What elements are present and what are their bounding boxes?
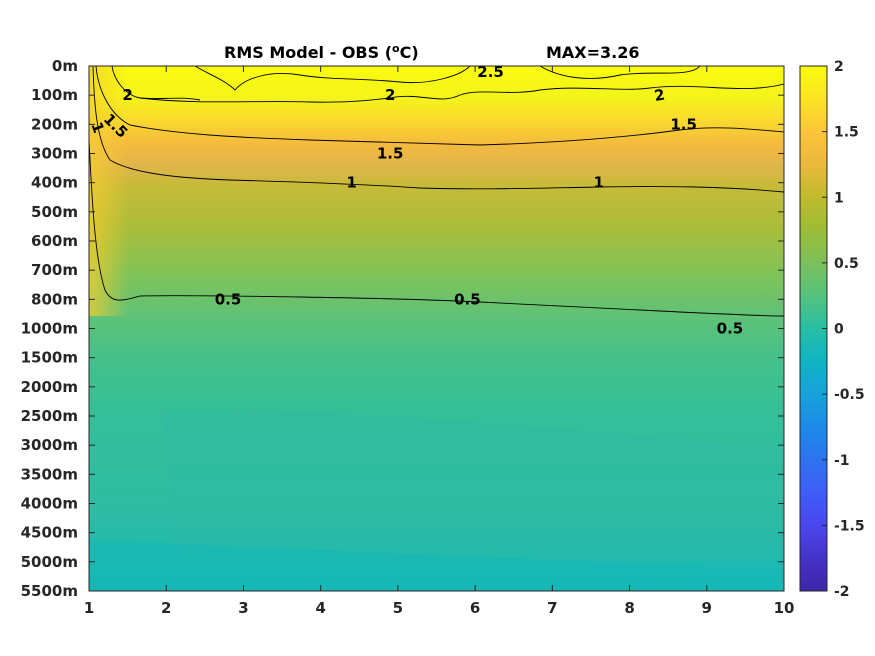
contour-label: 2 — [653, 85, 666, 105]
heatmap-base — [89, 66, 784, 591]
y-tick-label: 700m — [31, 261, 78, 279]
x-tick-label: 4 — [315, 599, 325, 617]
contour-label: 0.5 — [717, 320, 744, 338]
title-unit-superscript: o — [392, 42, 400, 55]
y-tick-label: 5500m — [21, 582, 78, 600]
y-tick-label: 3000m — [21, 436, 78, 454]
heatmap-field — [89, 66, 784, 591]
contour-line-2 — [139, 83, 784, 103]
colorbar-tick-label: 1 — [834, 190, 844, 206]
colorbar-tick-label: 2 — [834, 59, 844, 75]
y-tick-label: 1000m — [21, 320, 78, 338]
x-tick-label: 1 — [84, 599, 94, 617]
contour-line-1 — [109, 159, 784, 193]
y-tick-label: 0m — [52, 57, 78, 75]
colorbar-tick-label: 0 — [834, 322, 844, 338]
x-tick-label: 5 — [393, 599, 403, 617]
colorbar-tick-label: -1.5 — [834, 518, 865, 534]
y-tick-label: 400m — [31, 174, 78, 192]
chart-title: RMS Model - OBS (oC) — [224, 42, 419, 62]
contour-label: 2 — [385, 86, 395, 104]
x-tick-label: 7 — [547, 599, 557, 617]
y-tick-label: 4000m — [21, 495, 78, 513]
contour-label: 1 — [346, 174, 356, 192]
y-tick-label: 600m — [31, 232, 78, 250]
colorbar-tick-label: -0.5 — [834, 387, 865, 403]
contour-lines — [89, 66, 784, 317]
y-tick-label: 300m — [31, 145, 78, 163]
y-tick-label: 800m — [31, 290, 78, 308]
x-tick-label: 9 — [702, 599, 712, 617]
contour-label: 0.5 — [215, 290, 242, 308]
contour-line-1_5-left — [95, 66, 131, 126]
contour-label: 2.5 — [477, 63, 504, 81]
title-unit-end: C) — [400, 43, 419, 62]
y-tick-label: 4500m — [21, 524, 78, 542]
y-tick-label: 2500m — [21, 407, 78, 425]
contour-label: 0.5 — [454, 290, 481, 308]
contour-line-1-left — [92, 66, 111, 161]
contour-label: 1.5 — [670, 115, 697, 133]
y-tick-label: 100m — [31, 86, 78, 104]
contour-label: 1 — [593, 174, 603, 192]
contour-line-1_5 — [129, 124, 784, 146]
contour-line-2_5-b — [539, 66, 701, 79]
x-tick-label: 2 — [161, 599, 171, 617]
max-label: MAX=3.26 — [546, 43, 640, 62]
x-tick-label: 6 — [470, 599, 480, 617]
y-tick-label: 2000m — [21, 378, 78, 396]
y-axis: 0m 100m 200m 300m 400m 500m 600m 700m 800m 1000m 1… — [21, 57, 784, 600]
colorbar-axis: 2 1.5 1 0.5 0 -0.5 -1 -1.5 -2 — [822, 59, 865, 600]
y-tick-label: 200m — [31, 115, 78, 133]
contour-line-2_5 — [194, 66, 471, 91]
contour-line-0_5 — [89, 139, 784, 317]
y-tick-label: 5000m — [21, 553, 78, 571]
x-tick-label: 10 — [774, 599, 795, 617]
y-tick-label: 1500m — [21, 349, 78, 367]
heatmap-deep-patch — [160, 409, 784, 560]
colorbar-tick-label: 0.5 — [834, 256, 859, 272]
y-tick-label: 3500m — [21, 465, 78, 483]
colorbar-tick-label: -1 — [834, 453, 850, 469]
x-tick-label: 8 — [624, 599, 634, 617]
heatmap-bottom-band — [89, 540, 784, 591]
x-tick-label: 3 — [238, 599, 248, 617]
y-tick-label: 500m — [31, 203, 78, 221]
colorbar-tick-label: 1.5 — [834, 125, 859, 141]
colorbar-tick-label: -2 — [834, 584, 850, 600]
x-axis: 1 2 3 4 5 6 7 8 9 10 — [84, 66, 795, 617]
contour-label: 2 — [122, 86, 132, 104]
contour-label: 1.5 — [377, 145, 404, 163]
